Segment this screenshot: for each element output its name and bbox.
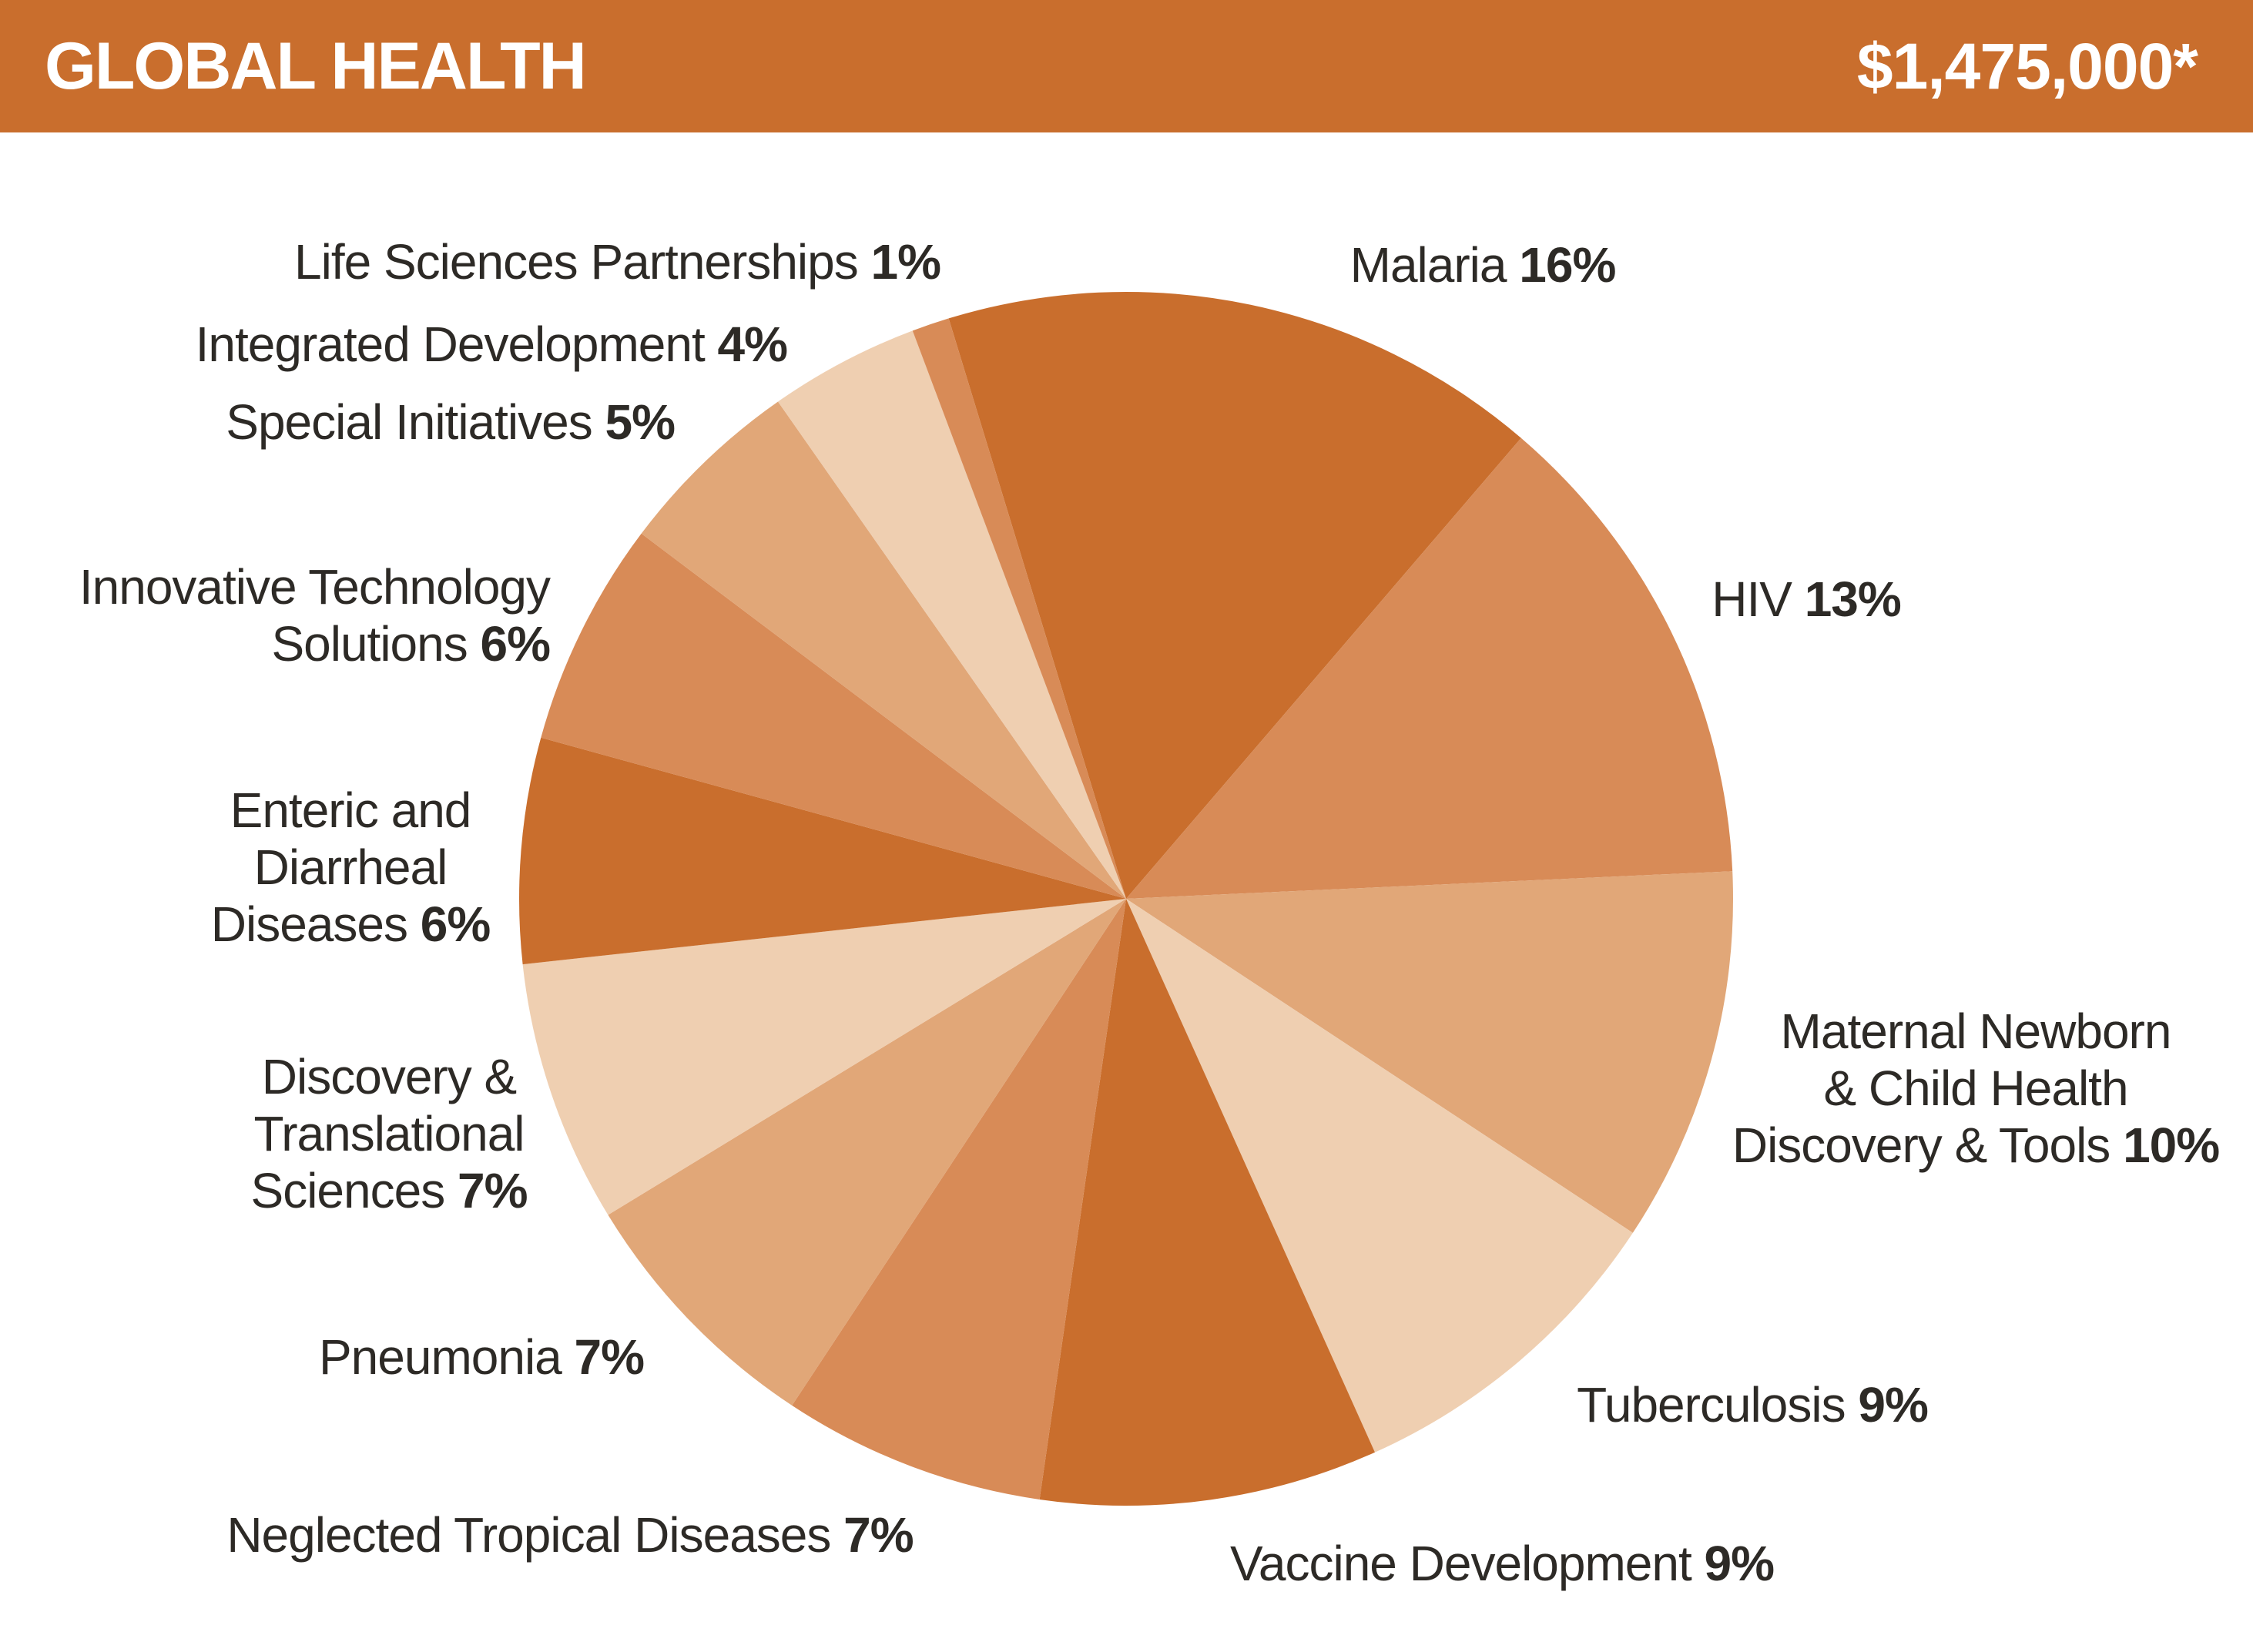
slice-label-neglected-tropical-diseases: Neglected Tropical Diseases 7% bbox=[226, 1506, 914, 1563]
pie-slice-maternal-newborn-child-health bbox=[1126, 871, 1733, 1233]
slice-percent: 6% bbox=[480, 616, 551, 672]
header-bar: GLOBAL HEALTH $1,475,000* bbox=[0, 0, 2253, 132]
slice-percent: 9% bbox=[1858, 1377, 1928, 1433]
slice-percent: 9% bbox=[1704, 1536, 1775, 1591]
slice-label-line: Diseases 6% bbox=[210, 896, 491, 952]
pie-slice-integrated-development bbox=[778, 330, 1126, 899]
total-amount: $1,475,000* bbox=[1856, 29, 2198, 102]
slice-label-line: Pneumonia 7% bbox=[318, 1329, 645, 1385]
slice-percent: 16% bbox=[1519, 237, 1616, 293]
pie-slice-hiv bbox=[1126, 437, 1733, 899]
pie-slice-malaria bbox=[948, 292, 1521, 899]
slice-label-line: Tuberculosis 9% bbox=[1577, 1377, 1929, 1433]
pie-slice-enteric-diarrheal-diseases bbox=[519, 737, 1126, 965]
slice-label-life-sciences-partnerships: Life Sciences Partnerships 1% bbox=[294, 233, 941, 290]
slice-label-line: Malaria 16% bbox=[1349, 237, 1617, 293]
slice-label-maternal-newborn-child-health: Maternal Newborn & Child Health Discovery … bbox=[1732, 1003, 2220, 1174]
pie-slice-vaccine-development bbox=[1039, 899, 1376, 1506]
slice-label-line: Maternal Newborn bbox=[1780, 1004, 2172, 1059]
pie-slice-discovery-translational-sciences bbox=[522, 899, 1126, 1215]
slice-percent: 7% bbox=[843, 1507, 914, 1563]
slice-label-line: Enteric and bbox=[230, 782, 472, 838]
slice-label-pneumonia: Pneumonia 7% bbox=[318, 1329, 645, 1386]
slice-percent: 13% bbox=[1804, 571, 1902, 627]
slice-label-tuberculosis: Tuberculosis 9% bbox=[1577, 1376, 1929, 1433]
slice-percent: 5% bbox=[605, 394, 676, 450]
slice-percent: 1% bbox=[870, 234, 941, 290]
page-title: GLOBAL HEALTH bbox=[45, 28, 587, 103]
slice-label-innovative-technology-solutions: Innovative Technology Solutions 6% bbox=[79, 558, 551, 672]
slice-percent: 6% bbox=[420, 896, 491, 952]
pie-slice-tuberculosis bbox=[1126, 899, 1633, 1453]
slice-label-vaccine-development: Vaccine Development 9% bbox=[1229, 1535, 1775, 1592]
slice-label-special-initiatives: Special Initiatives 5% bbox=[226, 394, 676, 451]
pie-slice-innovative-technology-solutions bbox=[541, 533, 1126, 899]
slice-label-line: Diarrheal bbox=[253, 839, 448, 895]
slice-label-line: Discovery & bbox=[261, 1049, 517, 1104]
pie-slice-life-sciences-partnerships bbox=[912, 318, 1126, 899]
slice-label-line: Special Initiatives 5% bbox=[226, 394, 676, 450]
slice-label-line: Discovery & Tools 10% bbox=[1732, 1118, 2220, 1173]
slice-percent: 7% bbox=[574, 1329, 645, 1385]
slice-label-integrated-development: Integrated Development 4% bbox=[195, 316, 788, 373]
slice-label-line: Translational bbox=[253, 1106, 525, 1161]
slice-percent: 7% bbox=[457, 1163, 528, 1218]
slice-label-line: Integrated Development 4% bbox=[195, 317, 788, 372]
pie-slice-pneumonia bbox=[608, 899, 1126, 1406]
pie-slice-neglected-tropical-diseases bbox=[792, 899, 1126, 1500]
slice-label-discovery-translational-sciences: Discovery & Translational Sciences 7% bbox=[251, 1048, 528, 1219]
slice-label-hiv: HIV 13% bbox=[1712, 571, 1902, 628]
slice-label-line: HIV 13% bbox=[1712, 571, 1902, 627]
slice-label-line: Life Sciences Partnerships 1% bbox=[294, 234, 941, 290]
slice-label-line: Vaccine Development 9% bbox=[1229, 1536, 1775, 1591]
slice-label-line: Innovative Technology bbox=[79, 559, 551, 615]
slice-percent: 10% bbox=[2123, 1118, 2220, 1173]
slice-label-enteric-diarrheal-diseases: Enteric and Diarrheal Diseases 6% bbox=[211, 782, 491, 953]
slice-percent: 4% bbox=[717, 317, 788, 372]
slice-label-line: Solutions 6% bbox=[271, 616, 551, 672]
slice-label-malaria: Malaria 16% bbox=[1349, 236, 1617, 293]
slice-label-line: Sciences 7% bbox=[250, 1163, 528, 1218]
slice-label-line: Neglected Tropical Diseases 7% bbox=[226, 1507, 914, 1563]
pie-slice-special-initiatives bbox=[641, 401, 1126, 899]
slice-label-line: & Child Health bbox=[1823, 1061, 2128, 1116]
